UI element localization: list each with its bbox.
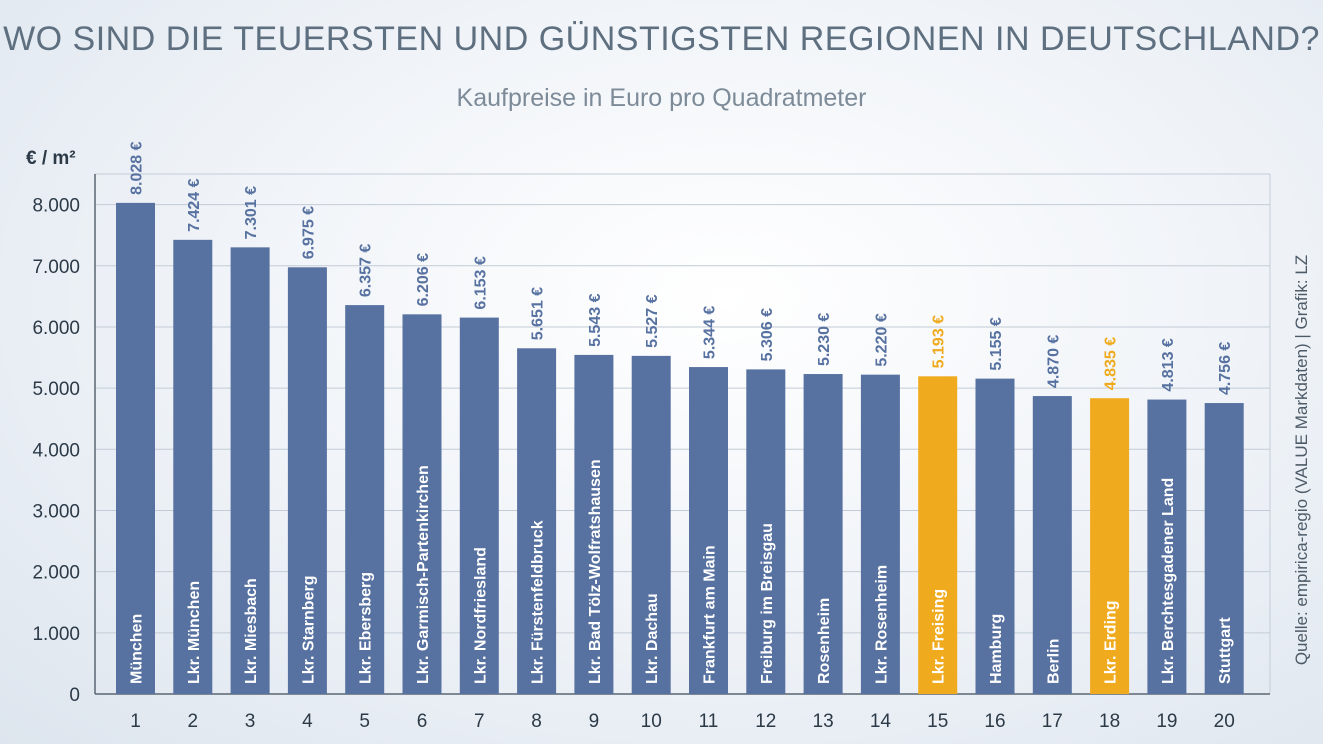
bar-name-label: Lkr. Dachau	[644, 593, 661, 684]
x-tick-label: 9	[589, 711, 600, 732]
bar-name-label: Lkr. Freising	[931, 589, 948, 684]
bar	[345, 305, 385, 694]
x-tick-label: 8	[531, 711, 542, 732]
data-label: 6.357 €	[358, 244, 375, 297]
bar	[631, 355, 671, 694]
data-label: 8.028 €	[129, 141, 146, 194]
bar-name-label: Frankfurt am Main	[702, 545, 719, 684]
bar-name-label: Lkr. Fürstenfeldbruck	[530, 520, 547, 684]
bar	[746, 369, 786, 694]
bar-name-label: Lkr. Rosenheim	[873, 565, 890, 684]
bar	[860, 374, 900, 694]
bar	[689, 367, 728, 694]
x-tick-label: 10	[641, 711, 662, 732]
bar	[1204, 403, 1244, 694]
data-label: 4.756 €	[1217, 342, 1234, 395]
bar	[975, 378, 1015, 694]
bar	[803, 374, 843, 694]
bar-name-label: Lkr. Miesbach	[243, 578, 260, 684]
bar	[402, 314, 442, 694]
bar	[173, 239, 213, 695]
data-label: 4.870 €	[1045, 335, 1062, 388]
data-label: 5.543 €	[587, 293, 604, 346]
data-label: 5.230 €	[816, 313, 833, 366]
x-tick-label: 17	[1042, 711, 1063, 732]
bar	[230, 247, 270, 694]
data-label: 5.344 €	[702, 306, 719, 359]
data-label: 6.206 €	[415, 253, 432, 306]
data-label: 6.153 €	[472, 256, 489, 309]
bar	[287, 267, 327, 694]
y-tick-label: 7.000	[32, 257, 80, 278]
bar-name-label: Lkr. München	[186, 581, 203, 684]
bar-name-label: Stuttgart	[1217, 617, 1234, 684]
data-label: 5.651 €	[530, 287, 547, 340]
x-tick-label: 16	[984, 711, 1005, 732]
chart-subtitle: Kaufpreise in Euro pro Quadratmeter	[456, 84, 867, 112]
bar	[1147, 399, 1187, 694]
bar	[116, 202, 155, 694]
bar-name-label: Berlin	[1045, 639, 1062, 684]
bar	[1090, 398, 1130, 694]
x-tick-label: 20	[1214, 711, 1235, 732]
bar-name-label: Lkr. Berchtesgadener Land	[1160, 478, 1177, 684]
x-tick-label: 2	[188, 711, 199, 732]
x-tick-label: 7	[474, 711, 485, 732]
x-tick-label: 6	[417, 711, 428, 732]
x-tick-label: 3	[245, 711, 256, 732]
y-tick-label: 1.000	[32, 624, 80, 645]
bar-layer	[116, 202, 1244, 695]
x-tick-label: 5	[359, 711, 370, 732]
x-tick-label: 19	[1156, 711, 1177, 732]
bar-name-label: Lkr. Garmisch-Partenkirchen	[415, 465, 432, 684]
bar	[918, 376, 958, 694]
bar	[574, 354, 614, 694]
x-tick-label: 12	[755, 711, 776, 732]
data-label: 5.220 €	[873, 313, 890, 366]
data-label: 4.813 €	[1160, 338, 1177, 391]
bar-name-label: Freiburg im Breisgau	[759, 523, 776, 684]
bar-name-label: Lkr. Erding	[1103, 600, 1120, 684]
bar	[1032, 396, 1072, 694]
y-tick-label: 4.000	[32, 440, 80, 461]
y-tick-label: 3.000	[32, 501, 80, 522]
bar-name-label: Lkr. Nordfriesland	[472, 547, 489, 684]
data-label: 5.193 €	[931, 315, 948, 368]
data-label: 5.527 €	[644, 294, 661, 347]
x-tick-label: 14	[870, 711, 892, 732]
bar-name-label: Lkr. Bad Tölz-Wolfratshausen	[587, 459, 604, 684]
data-label: 5.306 €	[759, 308, 776, 361]
y-tick-label: 5.000	[32, 379, 80, 400]
data-label: 5.155 €	[988, 317, 1005, 370]
chart-title: WO SIND DIE TEUERSTEN UND GÜNSTIGSTEN RE…	[3, 20, 1320, 58]
data-label: 6.975 €	[300, 206, 317, 259]
label-layer: München 8.028 € Lkr. München 7.424 € Lkr. Mi…	[129, 141, 1235, 684]
y-tick-label: 2.000	[32, 563, 80, 584]
y-tick-label: 0	[69, 685, 80, 706]
data-label: 4.835 €	[1103, 337, 1120, 390]
x-tick-label: 1	[130, 711, 141, 732]
x-tick-label: 4	[302, 711, 313, 732]
data-label: 7.424 €	[186, 178, 203, 231]
y-tick-label: 6.000	[32, 318, 80, 339]
y-tick-label: 8.000	[32, 196, 80, 217]
y-axis-unit-label: € / m²	[26, 148, 76, 169]
x-tick-label: 13	[813, 711, 834, 732]
bar-name-label: Lkr. Ebersberg	[358, 572, 375, 684]
data-label: 7.301 €	[243, 186, 260, 239]
bar-name-label: Lkr. Starnberg	[300, 576, 317, 684]
bar-name-label: Hamburg	[988, 614, 1005, 684]
x-tick-label: 15	[927, 711, 948, 732]
x-tick-label: 18	[1099, 711, 1120, 732]
bar-name-label: München	[129, 614, 146, 684]
bar	[459, 317, 499, 694]
bar-name-label: Rosenheim	[816, 598, 833, 684]
axis-layer: 0 1.000 2.000 3.000 4.000 5.000 6.000 7.000 8.00…	[32, 174, 1270, 732]
bar	[517, 348, 557, 694]
x-tick-label: 11	[699, 711, 719, 732]
